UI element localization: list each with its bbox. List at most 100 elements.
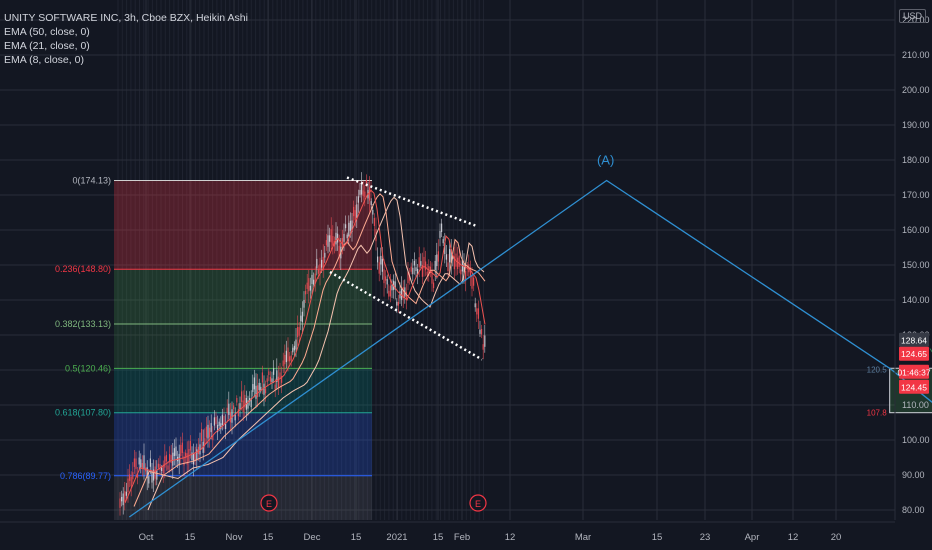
candle-body <box>354 210 356 221</box>
candle-body <box>314 273 316 284</box>
candle-body <box>365 179 367 184</box>
candle-body <box>471 275 473 289</box>
candle-body <box>300 315 302 322</box>
candle-body <box>148 476 150 484</box>
candle-body <box>223 416 225 425</box>
zone-top-label: 120.5 <box>867 365 888 374</box>
candle-body <box>239 403 241 410</box>
candle-body <box>468 264 470 273</box>
candle-body <box>170 455 172 464</box>
ema-50-label[interactable]: EMA (50, close, 0) <box>4 26 90 38</box>
ema-8-label[interactable]: EMA (8, close, 0) <box>4 54 84 66</box>
y-tick-label: 110.00 <box>902 400 929 410</box>
candle-body <box>437 251 439 262</box>
candle-body <box>193 453 195 465</box>
candle-body <box>396 301 398 306</box>
x-tick-label: Mar <box>575 532 591 543</box>
price-tag-label: 124.45 <box>901 382 927 392</box>
candle-body <box>444 242 446 255</box>
ema-21-label[interactable]: EMA (21, close, 0) <box>4 40 90 52</box>
candle-body <box>450 249 452 263</box>
wave-a-label: (A) <box>597 153 614 168</box>
y-tick-label: 100.00 <box>902 435 930 445</box>
candle-body <box>289 356 291 362</box>
candle-body <box>385 276 387 281</box>
x-tick-label: 2021 <box>386 532 407 543</box>
candle-body <box>308 278 310 292</box>
candle-body <box>436 254 438 267</box>
candle-body <box>381 258 383 272</box>
symbol-title[interactable]: UNITY SOFTWARE INC, 3h, Cboe BZX, Heikin… <box>4 12 248 24</box>
candle-body <box>458 255 460 267</box>
candle-body <box>266 378 268 382</box>
candle-body <box>362 190 364 197</box>
fib-level-label: 0(174.13) <box>72 176 111 186</box>
candle-body <box>377 256 379 263</box>
candle-body <box>465 270 467 282</box>
candle-body <box>269 376 271 382</box>
candle-body <box>218 421 220 426</box>
candle-body <box>413 260 415 266</box>
channel-lower-line <box>329 270 483 361</box>
candle-body <box>290 355 292 361</box>
candle-body <box>348 222 350 237</box>
candle-body <box>255 385 257 399</box>
candle-body <box>277 376 279 388</box>
candle-body <box>305 290 307 295</box>
candle-body <box>402 286 404 299</box>
candle-body <box>386 278 388 285</box>
candle-body <box>220 423 222 430</box>
candle-body <box>391 284 393 291</box>
candle-body <box>407 271 409 284</box>
currency-button[interactable]: USD <box>898 9 926 23</box>
candle-body <box>130 476 132 487</box>
price-tag-3 <box>899 364 929 379</box>
candle-body <box>250 398 252 408</box>
candle-body <box>233 405 235 410</box>
fib-zone <box>114 324 372 369</box>
candle-body <box>306 282 308 289</box>
earnings-marker-label: E <box>266 499 272 509</box>
candle-body <box>125 491 127 496</box>
ema-50-line <box>147 196 485 511</box>
price-tag-1 <box>899 332 929 347</box>
candle-body <box>183 456 185 466</box>
candle-body <box>311 274 313 285</box>
candle-body <box>159 464 161 470</box>
candle-body <box>161 467 163 472</box>
price-tag-label: 124.65 <box>901 349 927 359</box>
candle-body <box>325 240 327 246</box>
candle-body <box>329 235 331 242</box>
candle-body <box>434 260 436 270</box>
zone-bottom-label: 107.8 <box>867 409 888 418</box>
candle-body <box>484 335 486 347</box>
candle-body <box>359 190 361 195</box>
candle-body <box>343 233 345 242</box>
candle-body <box>441 223 443 233</box>
candle-body <box>186 453 188 465</box>
x-tick-label: Apr <box>745 532 760 543</box>
candle-body <box>194 453 196 462</box>
price-tag-4 <box>899 379 929 394</box>
y-tick-label: 90.00 <box>902 470 925 480</box>
candle-body <box>357 196 359 203</box>
x-tick-label: 23 <box>700 532 711 543</box>
candle-body <box>327 235 329 247</box>
candle-body <box>445 254 447 260</box>
candle-body <box>205 426 207 438</box>
candle-body <box>482 344 484 350</box>
fib-level-label: 0.5(120.46) <box>65 363 111 373</box>
candle-body <box>247 400 249 409</box>
fib-zone <box>114 180 372 270</box>
candle-body <box>164 456 166 468</box>
candle-body <box>225 422 227 429</box>
candle-body <box>303 300 305 308</box>
candle-body <box>153 469 155 481</box>
earnings-marker-label: E <box>475 499 481 509</box>
candle-body <box>241 391 243 402</box>
candle-body <box>141 463 143 468</box>
candle-body <box>165 455 167 462</box>
candle-body <box>351 220 353 233</box>
